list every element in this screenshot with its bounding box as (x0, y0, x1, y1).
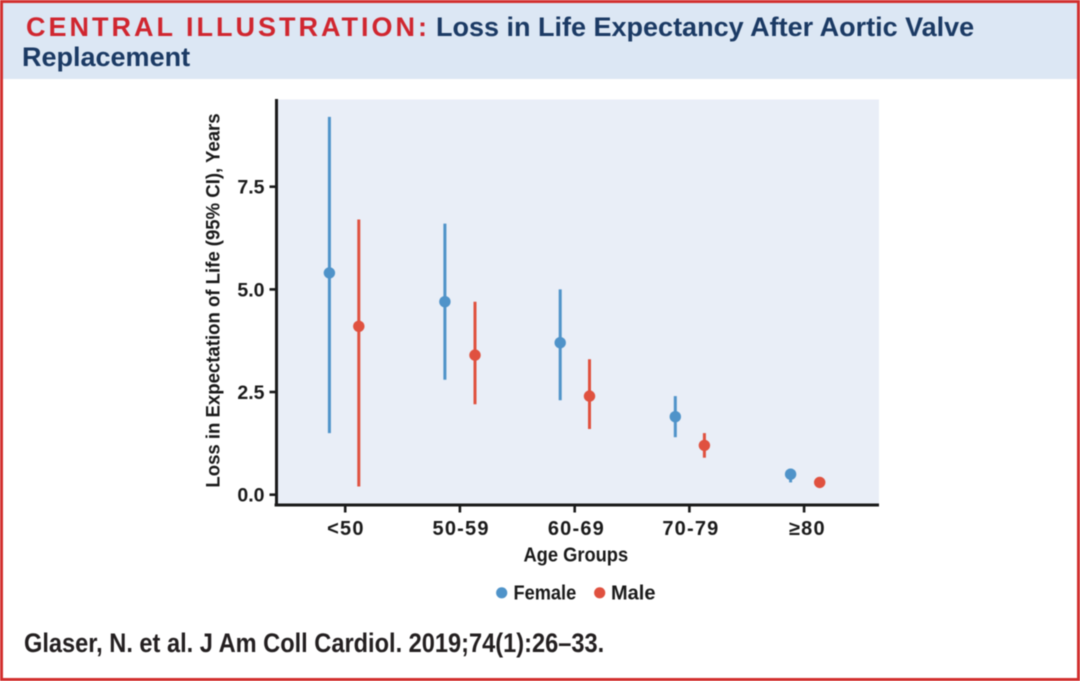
svg-text:2.5: 2.5 (237, 382, 264, 404)
svg-text:Female: Female (514, 583, 577, 605)
svg-text:7.5: 7.5 (237, 177, 264, 199)
svg-text:70-79: 70-79 (662, 518, 719, 540)
svg-text:0.0: 0.0 (237, 485, 264, 507)
svg-text:≥80: ≥80 (789, 518, 826, 540)
svg-text:5.0: 5.0 (237, 279, 264, 301)
svg-text:Male: Male (611, 582, 655, 604)
svg-text:Age Groups: Age Groups (523, 545, 628, 567)
svg-text:60-69: 60-69 (548, 518, 605, 540)
svg-text:50-59: 50-59 (433, 518, 490, 540)
svg-text:Loss in Expectation of Life (9: Loss in Expectation of Life (95% CI), Ye… (203, 113, 224, 487)
svg-text:<50: <50 (327, 518, 365, 540)
